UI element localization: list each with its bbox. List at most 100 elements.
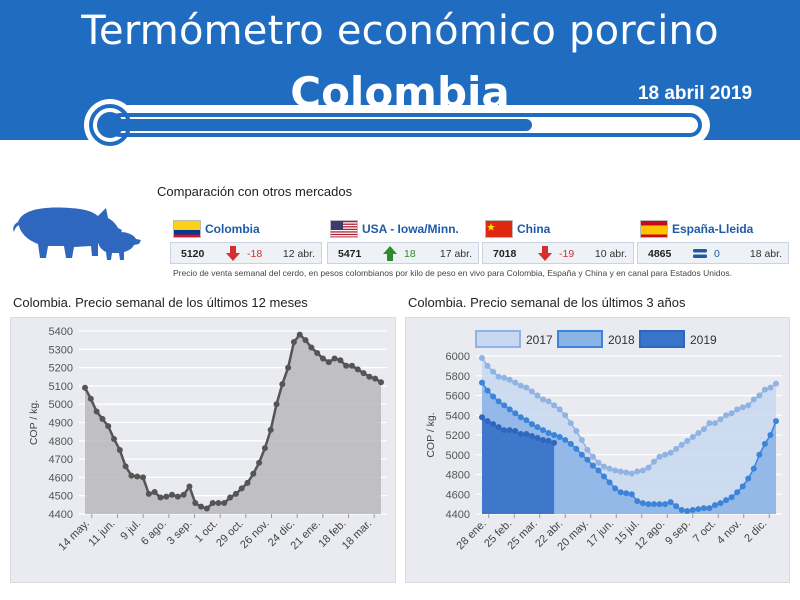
spain-flag — [640, 220, 668, 238]
data-point — [517, 382, 524, 389]
data-point — [378, 379, 384, 386]
data-point — [484, 418, 491, 425]
data-point — [192, 500, 199, 507]
y-axis-label: COP / kg. — [425, 412, 437, 457]
data-point — [256, 459, 263, 466]
colombia-flag — [173, 220, 201, 238]
x-tick-label: 9 sep. — [663, 518, 693, 548]
market-price: 4865 — [648, 248, 672, 260]
data-point — [372, 375, 379, 382]
data-point — [244, 479, 251, 486]
data-point — [517, 414, 524, 421]
data-point — [662, 451, 669, 458]
data-point — [285, 364, 292, 371]
data-point — [490, 393, 497, 400]
market-price: 5471 — [338, 248, 362, 260]
china-flag — [485, 220, 513, 238]
market-card-header: USA - Iowa/Minn. — [330, 218, 459, 240]
data-point — [308, 344, 315, 351]
data-point — [623, 490, 630, 497]
data-point — [93, 408, 100, 415]
data-point — [556, 433, 563, 440]
data-point — [290, 338, 297, 345]
x-tick-label: 2 dic. — [742, 518, 769, 545]
page-title: Termómetro económico porcino — [81, 8, 719, 54]
data-point — [634, 498, 641, 505]
data-point — [689, 507, 696, 514]
data-point — [584, 456, 591, 463]
data-point — [595, 467, 602, 474]
x-tick-label: 6 ago. — [139, 518, 169, 548]
data-point — [551, 439, 558, 446]
data-point — [723, 497, 730, 504]
data-point — [479, 379, 485, 386]
market-date: 17 abr. — [439, 248, 472, 260]
x-tick-label: 28 ene. — [454, 518, 488, 552]
data-point — [761, 440, 768, 447]
data-point — [617, 468, 624, 475]
market-change: -19 — [559, 248, 575, 260]
y-tick-label: 5400 — [446, 410, 470, 422]
data-point — [296, 331, 303, 338]
data-point — [540, 436, 547, 443]
data-point — [650, 458, 657, 465]
market-card: USA - Iowa/Minn. 5471 18 17 abr. — [327, 218, 479, 266]
market-change: 0 — [714, 248, 720, 260]
data-point — [517, 431, 524, 438]
legend-label: 2018 — [608, 333, 635, 347]
market-card-header: Colombia — [173, 218, 260, 240]
market-cards: Colombia 5120 -18 12 abr. USA - Iowa/Minn. 54… — [170, 218, 790, 268]
legend-label: 2019 — [690, 333, 717, 347]
data-point — [662, 501, 669, 508]
data-point — [180, 491, 187, 498]
data-point — [122, 463, 129, 470]
data-point — [314, 349, 321, 356]
data-point — [198, 503, 205, 510]
data-point — [523, 384, 530, 391]
data-point — [562, 436, 569, 443]
y-tick-label: 5300 — [49, 344, 73, 356]
data-point — [484, 387, 491, 394]
data-point — [501, 374, 508, 381]
data-point — [238, 485, 245, 492]
data-point — [545, 430, 552, 437]
data-point — [756, 392, 763, 399]
data-point — [612, 485, 619, 492]
data-point — [717, 416, 724, 423]
data-point — [540, 396, 547, 403]
market-card-header: China — [485, 218, 550, 240]
data-point — [523, 431, 530, 438]
data-point — [534, 434, 541, 441]
data-point — [767, 384, 774, 391]
data-point — [484, 362, 491, 369]
data-point — [678, 441, 685, 448]
data-point — [728, 410, 735, 417]
data-point — [650, 501, 657, 508]
data-point — [551, 432, 558, 438]
data-point — [639, 467, 646, 474]
market-date: 10 abr. — [594, 248, 627, 260]
chart1-panel: 4400 4500 4600 4700 4800 4900 5000 5100 5200 5300… — [10, 317, 396, 583]
data-point — [105, 423, 112, 430]
market-card: China 7018 -19 10 abr. — [482, 218, 634, 266]
data-point — [645, 464, 652, 471]
data-point — [360, 370, 367, 377]
data-point — [717, 500, 724, 507]
data-point — [595, 459, 602, 466]
data-point — [331, 355, 338, 362]
data-point — [495, 373, 502, 380]
data-point — [545, 437, 552, 444]
data-point — [302, 337, 309, 344]
data-point — [203, 505, 210, 512]
data-point — [512, 379, 519, 386]
data-point — [186, 483, 193, 490]
y-tick-label: 4600 — [49, 472, 73, 484]
x-tick-label: 17 jun. — [585, 518, 617, 550]
series-area — [85, 334, 381, 514]
y-tick-label: 5200 — [49, 363, 73, 375]
data-point — [325, 359, 332, 366]
arrow-down-icon — [225, 245, 241, 262]
data-point — [728, 494, 735, 501]
data-point — [82, 384, 88, 391]
y-tick-label: 4600 — [446, 489, 470, 501]
